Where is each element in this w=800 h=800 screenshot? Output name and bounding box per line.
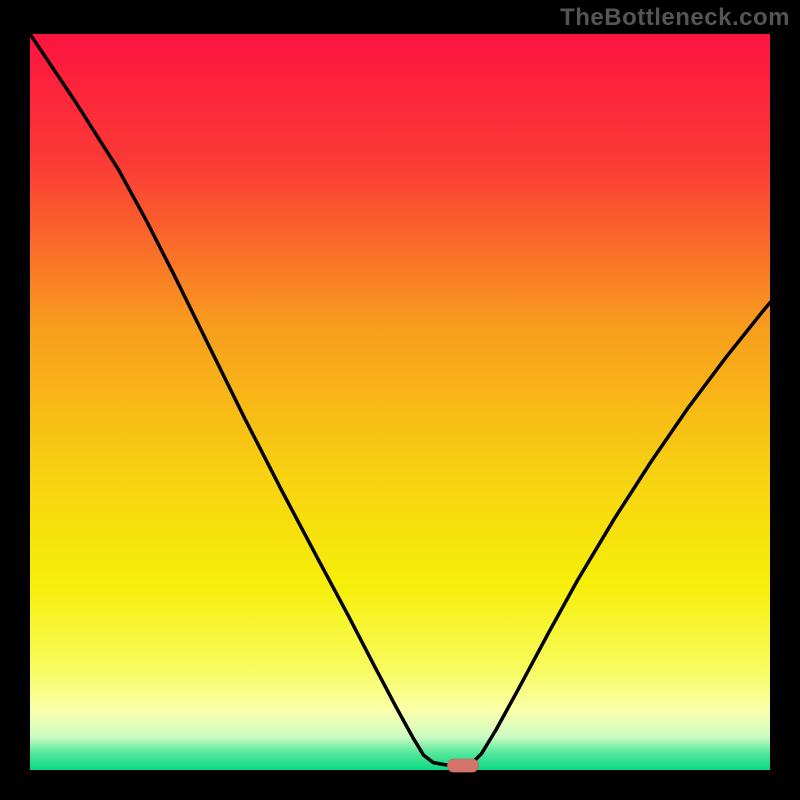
chart-svg	[0, 0, 800, 800]
minimum-marker	[447, 759, 478, 772]
chart-canvas: TheBottleneck.com	[0, 0, 800, 800]
chart-background	[30, 34, 770, 770]
watermark-text: TheBottleneck.com	[560, 4, 790, 32]
